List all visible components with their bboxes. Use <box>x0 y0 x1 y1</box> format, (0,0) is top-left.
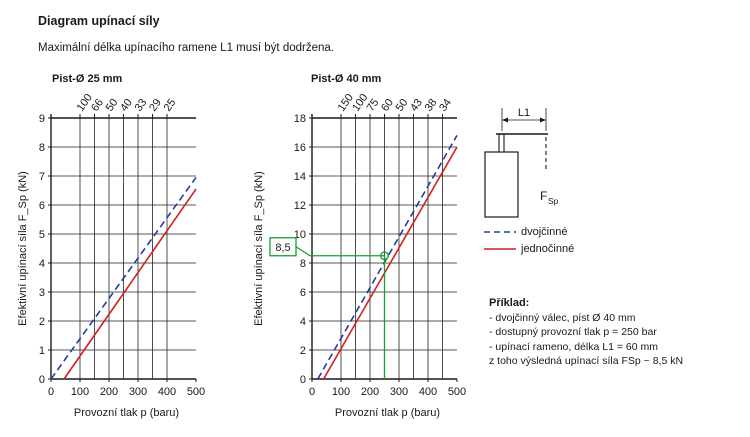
chart-piston-40: Pist-Ø 40 mm 0 2 4 6 8 10 12 14 16 18 0 100 200 300 400… <box>253 73 466 419</box>
top-tick-label: 38 <box>423 97 440 114</box>
example-title: Příklad: <box>489 297 530 309</box>
l1-label: L1 <box>518 107 530 119</box>
y-tick-label: 10 <box>294 229 306 241</box>
y-tick-label: 6 <box>39 200 45 212</box>
chart-title: Pist-Ø 40 mm <box>311 73 382 85</box>
y-tick-label: 4 <box>39 258 45 270</box>
top-tick-label: 66 <box>89 97 106 114</box>
top-tick-label: 34 <box>437 97 454 114</box>
legend-double-swatch <box>484 231 516 233</box>
series-line-single <box>63 188 197 380</box>
top-tick-label: 75 <box>365 97 382 114</box>
top-tick-label: 50 <box>104 97 121 114</box>
cylinder-drawing: L1 F Sp <box>484 107 559 218</box>
y-tick-label: 16 <box>294 142 306 154</box>
top-tick-label: 29 <box>147 97 164 114</box>
top-tick-label: 40 <box>118 97 135 114</box>
top-tick-label: 43 <box>408 97 425 114</box>
y-tick-label: 5 <box>39 229 45 241</box>
fsp-subscript: Sp <box>548 196 559 206</box>
legend-single-label: jednočinné <box>521 243 575 255</box>
example-line: z toho výsledná upínací síla FSp ~ 8,5 k… <box>489 355 684 368</box>
top-tick-label: 50 <box>394 97 411 114</box>
y-tick-label: 2 <box>300 345 306 357</box>
y-tick-label: 7 <box>39 171 45 183</box>
legend-single-swatch <box>484 248 516 250</box>
y-tick-label: 0 <box>300 374 306 386</box>
x-tick-label: 400 <box>419 386 437 398</box>
legend-double-label: dvojčinné <box>521 226 568 238</box>
example-box: Příklad: - dvojčinný válec, píst Ø 40 mm… <box>489 296 683 369</box>
x-tick-label: 500 <box>187 386 205 398</box>
y-tick-label: 0 <box>39 374 45 386</box>
legend-single: jednočinné <box>483 243 574 255</box>
chart-title: Pist-Ø 25 mm <box>52 73 123 85</box>
y-tick-label: 2 <box>39 316 45 328</box>
example-label: 8,5 <box>275 242 290 254</box>
series-line-double <box>50 176 197 380</box>
y-tick-label: 14 <box>294 171 306 183</box>
y-tick-label: 8 <box>300 258 306 270</box>
fsp-label: F <box>540 189 547 203</box>
x-tick-label: 200 <box>361 386 379 398</box>
x-tick-label: 500 <box>448 386 466 398</box>
y-tick-label: 12 <box>294 200 306 212</box>
y-axis-label: Efektivní upínací síla F_Sp (kN) <box>17 171 29 326</box>
y-tick-label: 1 <box>39 345 45 357</box>
series-line-single <box>322 146 458 380</box>
top-tick-label: 60 <box>379 97 396 114</box>
x-tick-label: 0 <box>309 386 315 398</box>
x-axis-label: Provozní tlak p (baru) <box>74 407 179 419</box>
y-tick-label: 6 <box>300 287 306 299</box>
page-title: Diagram upínací síly <box>38 14 160 28</box>
x-tick-label: 100 <box>332 386 350 398</box>
x-tick-label: 200 <box>100 386 118 398</box>
y-tick-label: 18 <box>294 113 306 125</box>
dim-arrow-left <box>502 117 508 123</box>
example-line: - upínací rameno, délka L1 = 60 mm <box>489 340 658 353</box>
x-tick-label: 400 <box>158 386 176 398</box>
legend-double: dvojčinné <box>483 226 567 238</box>
x-tick-label: 300 <box>390 386 408 398</box>
cylinder-rod <box>498 133 505 153</box>
y-axis-label: Efektivní upínací síla F_Sp (kN) <box>253 171 265 326</box>
example-line: - dostupný provozní tlak p = 250 bar <box>489 326 657 339</box>
x-tick-label: 100 <box>71 386 89 398</box>
example-connector <box>295 246 311 257</box>
y-tick-label: 8 <box>39 142 45 154</box>
top-tick-label: 25 <box>162 97 179 114</box>
y-tick-label: 4 <box>300 316 306 328</box>
y-tick-label: 9 <box>39 113 45 125</box>
example-point <box>380 251 390 261</box>
x-tick-label: 300 <box>129 386 147 398</box>
cylinder-body <box>484 151 519 218</box>
x-axis-label: Provozní tlak p (baru) <box>335 407 440 419</box>
page-subtitle: Maximální délka upínacího ramene L1 musí… <box>38 42 334 54</box>
series-line-double <box>317 135 458 380</box>
top-tick-label: 33 <box>133 97 150 114</box>
y-tick-label: 3 <box>39 287 45 299</box>
example-line: - dvojčinný válec, píst Ø 40 mm <box>489 311 636 324</box>
x-tick-label: 0 <box>48 386 54 398</box>
dim-arrow-right <box>540 117 546 123</box>
